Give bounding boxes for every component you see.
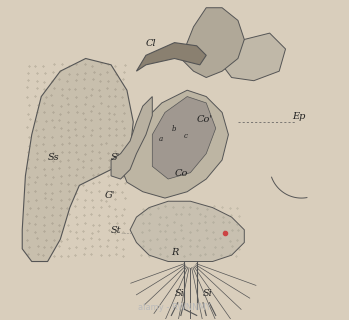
Text: Ss: Ss: [47, 153, 59, 162]
Polygon shape: [222, 33, 285, 81]
Polygon shape: [181, 8, 244, 77]
Text: alamy - RWNNMY: alamy - RWNNMY: [138, 303, 211, 312]
Polygon shape: [152, 97, 216, 179]
Text: Si: Si: [174, 289, 184, 299]
Text: S': S': [111, 153, 120, 162]
Text: G': G': [105, 191, 115, 200]
Polygon shape: [136, 43, 206, 71]
Text: c: c: [184, 132, 188, 140]
Text: Co': Co': [197, 115, 213, 124]
Text: a: a: [159, 135, 163, 143]
Text: St: St: [111, 226, 121, 235]
Text: Cl: Cl: [146, 39, 157, 48]
Polygon shape: [111, 97, 152, 179]
Polygon shape: [120, 90, 229, 198]
Text: Si: Si: [203, 289, 213, 299]
Text: Ep: Ep: [292, 112, 305, 121]
Polygon shape: [130, 201, 244, 261]
Polygon shape: [22, 59, 133, 261]
Text: Co: Co: [174, 169, 188, 178]
Text: R: R: [171, 248, 179, 257]
Text: b: b: [171, 125, 176, 133]
